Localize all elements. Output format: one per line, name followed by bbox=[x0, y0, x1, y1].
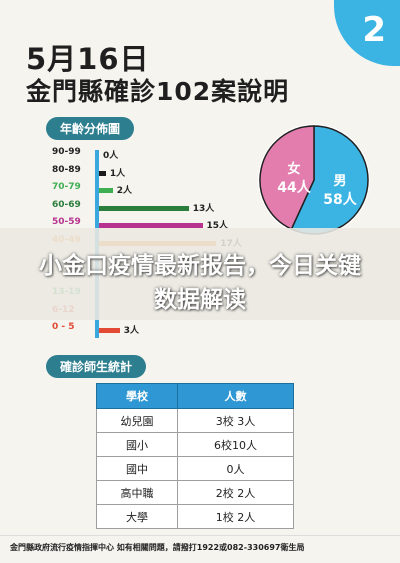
age-bar-value: 13人 bbox=[192, 203, 215, 214]
age-row: 80-89 1人 bbox=[0, 165, 400, 182]
count-cell: 3校 3人 bbox=[177, 408, 294, 433]
school-cell: 國小 bbox=[96, 432, 178, 457]
count-cell: 6校10人 bbox=[177, 432, 294, 457]
table-row: 幼兒園 3校 3人 bbox=[96, 408, 294, 433]
age-bar bbox=[99, 188, 113, 193]
age-distribution-label: 年齡分佈圖 bbox=[46, 117, 135, 140]
school-cell: 大學 bbox=[96, 504, 178, 529]
age-range-label: 0 - 5 bbox=[52, 322, 75, 332]
stats-table: 學校 人數 幼兒園 3校 3人 國小 6校10人 國中 0人 高中職 2校 2人 大學 1校 2人 bbox=[96, 383, 294, 529]
footer-bar bbox=[0, 535, 400, 563]
age-range-label: 80-89 bbox=[52, 164, 81, 175]
count-cell: 1校 2人 bbox=[177, 504, 294, 529]
male-value: 58人 bbox=[323, 192, 357, 208]
age-bar bbox=[99, 328, 120, 333]
school-cell: 高中職 bbox=[96, 480, 178, 505]
footer-text: 金門縣政府流行疫情指揮中心 如有相關問題，請撥打1922或082-330697衛… bbox=[10, 543, 305, 552]
count-cell: 2校 2人 bbox=[177, 480, 294, 505]
pie-label-female: 女 44人 bbox=[274, 158, 314, 197]
age-row: 60-69 13人 bbox=[0, 200, 400, 217]
overlay-headline: 小金口疫情最新报告，今日关键数据解读 bbox=[39, 253, 361, 313]
male-label: 男 bbox=[333, 174, 347, 189]
table-row: 國小 6校10人 bbox=[96, 432, 294, 457]
age-row: 70-79 2人 bbox=[0, 182, 400, 199]
pie-label-male: 男 58人 bbox=[318, 170, 362, 209]
count-cell: 0人 bbox=[177, 456, 294, 481]
age-row: 0 - 5 3人 bbox=[0, 322, 400, 339]
page-title: 金門縣確診102案說明 bbox=[26, 77, 290, 106]
age-bar-value: 15人 bbox=[206, 221, 229, 231]
age-row: 90-99 0人 bbox=[0, 147, 400, 164]
age-range-label: 60-69 bbox=[52, 199, 81, 210]
school-cell: 幼兒園 bbox=[96, 408, 178, 433]
overlay-banner bbox=[0, 228, 400, 320]
age-row: 50-59 15人 bbox=[0, 217, 400, 234]
table-header-school: 學校 bbox=[96, 383, 178, 409]
age-range-label: 50-59 bbox=[52, 217, 81, 227]
table-row: 國中 0人 bbox=[96, 456, 294, 481]
table-row: 大學 1校 2人 bbox=[96, 504, 294, 529]
age-range-label: 90-99 bbox=[52, 147, 81, 157]
page-number: 2 bbox=[362, 10, 386, 50]
age-bar-value: 1人 bbox=[109, 168, 126, 179]
female-value: 44人 bbox=[277, 180, 311, 196]
age-bar-value: 0人 bbox=[103, 151, 119, 161]
table-header-row: 學校 人數 bbox=[96, 383, 294, 409]
age-bar-value: 2人 bbox=[116, 186, 133, 196]
female-label: 女 bbox=[287, 162, 301, 177]
table-header-count: 人數 bbox=[177, 383, 294, 409]
age-bar bbox=[99, 205, 189, 211]
age-range-label: 70-79 bbox=[52, 182, 81, 192]
age-bar-value: 3人 bbox=[123, 326, 139, 336]
table-row: 高中職 2校 2人 bbox=[96, 480, 294, 505]
page-date: 5月16日 bbox=[26, 42, 150, 76]
pie-slice-female bbox=[259, 125, 315, 231]
age-bar bbox=[99, 170, 106, 176]
age-bar bbox=[99, 223, 203, 228]
stats-section-label: 確診師生統計 bbox=[46, 355, 147, 378]
school-cell: 國中 bbox=[96, 456, 178, 481]
